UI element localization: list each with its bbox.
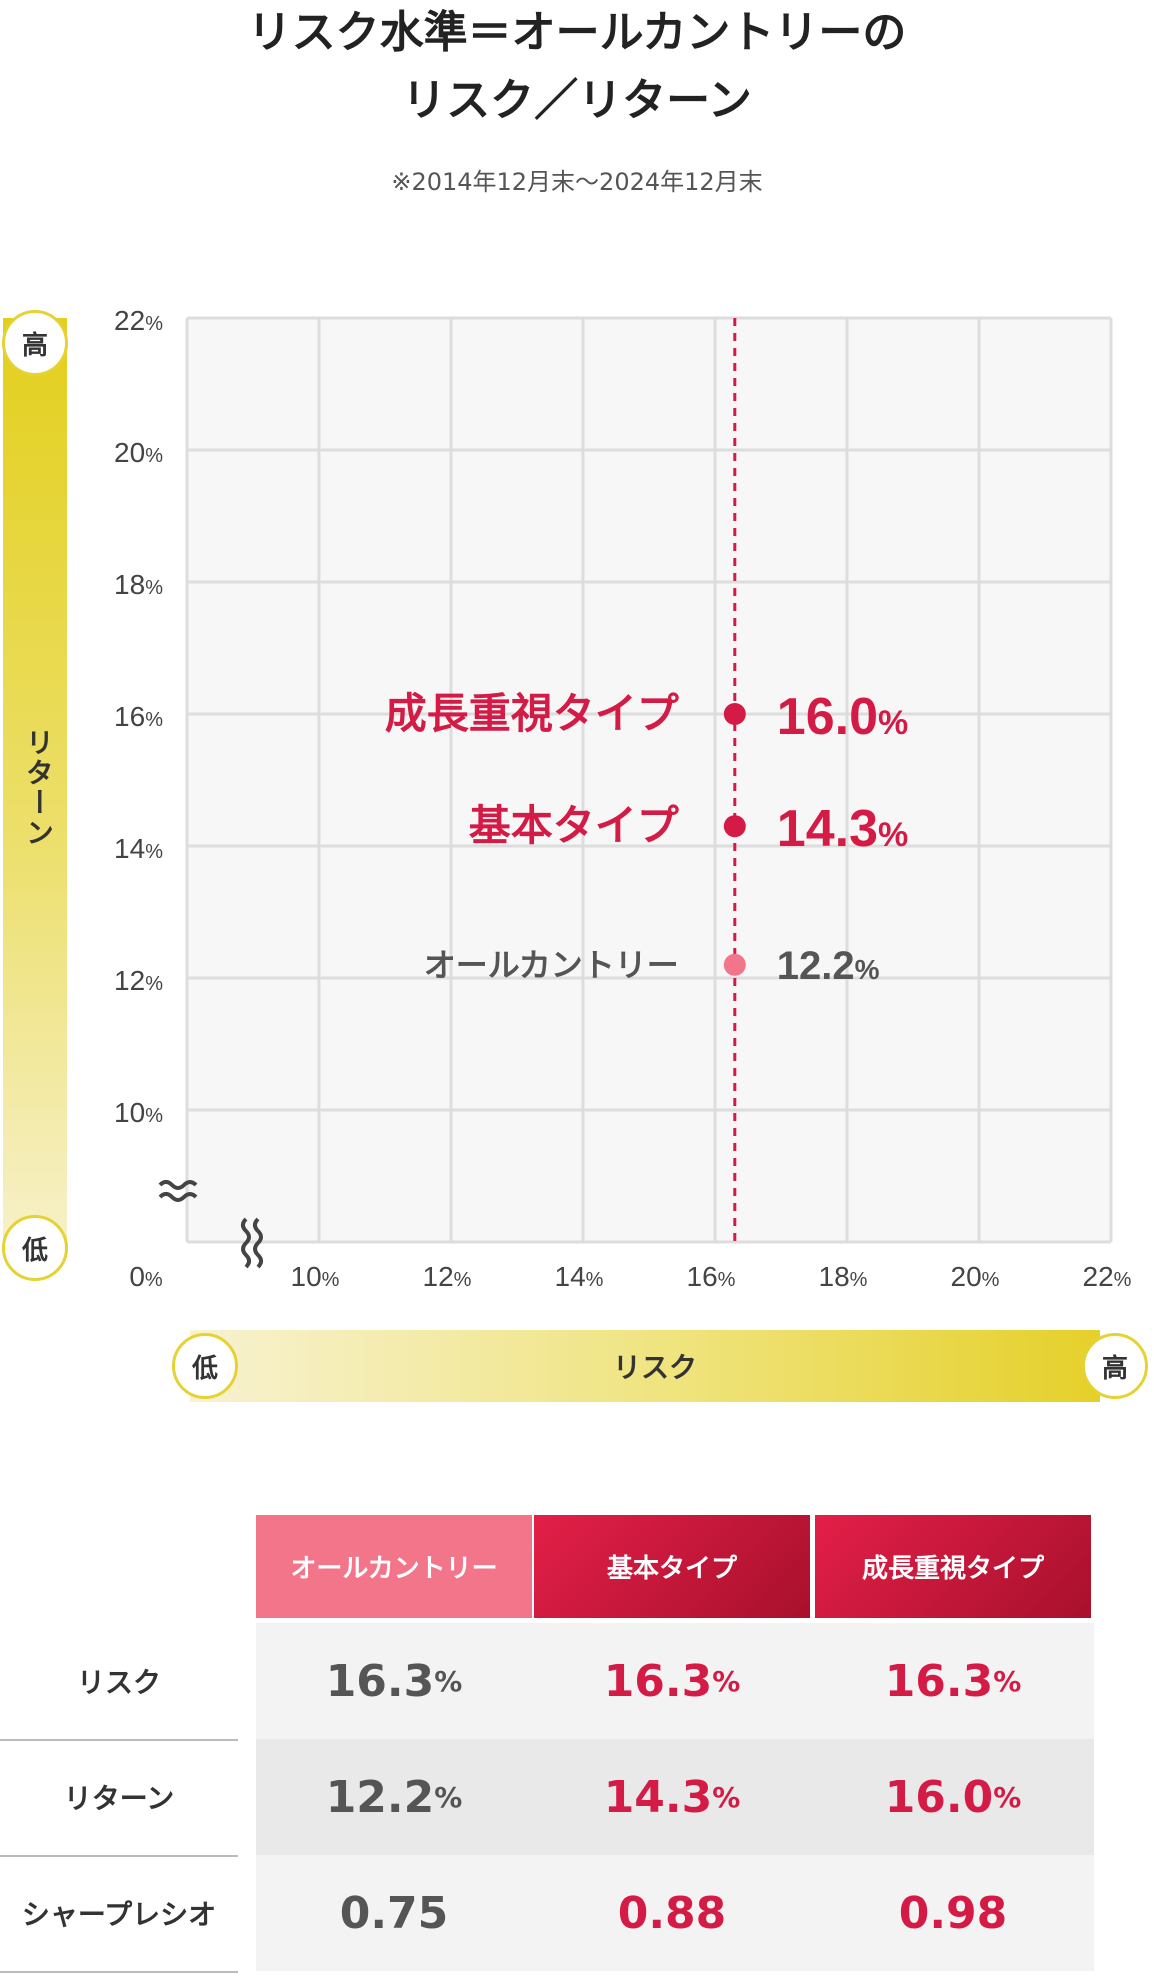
table-row-return: リターン 12.2% 14.3% 16.0% (0, 1739, 1154, 1857)
plot-area (187, 318, 1111, 1242)
y-tick-label: 18% (114, 569, 163, 600)
y-tick-label: 16% (114, 701, 163, 732)
x-tick-label: 12% (423, 1261, 472, 1292)
y-axis-break-mark (158, 1192, 198, 1202)
x-tick-label: 14% (555, 1261, 604, 1292)
x-axis-break-mark (241, 1217, 251, 1269)
table-row-risk: リスク 16.3% 16.3% 16.3% (0, 1623, 1154, 1741)
column-header-basic-type: 基本タイプ (534, 1515, 810, 1618)
x-tick-label: 10% (291, 1261, 340, 1292)
return-axis-bar (3, 318, 67, 1258)
origin-label: 0% (129, 1261, 163, 1292)
risk-return-chart: 10% 12% 14% 16% 18% 20% 22% 10% 12% 14% 16% 18% 20% 2… (114, 305, 1132, 1292)
y-axis-break-mark (158, 1180, 198, 1190)
title-line-2: リスク／リターン (402, 75, 752, 126)
row-header-return: リターン (63, 1782, 175, 1815)
return-axis-label: リターン (22, 728, 55, 848)
return-high-badge: 高 (2, 310, 68, 376)
y-tick-label: 10% (114, 1097, 163, 1128)
point-value-label: 12.2% (777, 944, 880, 988)
y-tick-label: 14% (114, 833, 163, 864)
return-low-badge: 低 (2, 1215, 68, 1281)
row-header-sharpe: シャープレシオ (21, 1898, 217, 1931)
table-cell: 16.3% (884, 1655, 1022, 1707)
column-header-growth-type: 成長重視タイプ (815, 1515, 1091, 1618)
data-point (723, 815, 746, 838)
point-value-label: 14.3% (777, 800, 908, 858)
point-value-label: 16.0% (777, 688, 908, 746)
table-cell: 0.88 (617, 1887, 727, 1939)
table-cell: 16.0% (884, 1771, 1022, 1823)
table-row-sharpe: シャープレシオ 0.75 0.88 0.98 (0, 1855, 1154, 1973)
data-point (723, 953, 746, 976)
title-line-1: リスク水準＝オールカントリーの (247, 7, 907, 58)
risk-axis-label: リスク (612, 1351, 697, 1384)
table-cell: 12.2% (325, 1771, 463, 1823)
risk-low-badge: 低 (172, 1333, 238, 1399)
table-cell: 0.75 (339, 1887, 449, 1939)
point-name-label: 基本タイプ (469, 801, 679, 850)
x-tick-label: 18% (819, 1261, 868, 1292)
table-cell: 0.98 (898, 1887, 1008, 1939)
y-tick-label: 22% (114, 305, 163, 336)
y-tick-label: 20% (114, 437, 163, 468)
period-note: ※2014年12月末〜2024年12月末 (391, 168, 763, 196)
x-tick-label: 16% (687, 1261, 736, 1292)
table-cell: 16.3% (603, 1655, 741, 1707)
column-header-all-country: オールカントリー (256, 1515, 532, 1618)
point-name-label: 成長重視タイプ (385, 689, 679, 738)
risk-axis-bar (190, 1330, 1100, 1402)
x-tick-label: 22% (1083, 1261, 1132, 1292)
row-divider (0, 1971, 238, 1973)
point-name-label: オールカントリー (424, 946, 679, 984)
x-tick-label: 20% (951, 1261, 1000, 1292)
table-cell: 14.3% (603, 1771, 741, 1823)
row-header-risk: リスク (76, 1666, 161, 1699)
table-cell: 16.3% (325, 1655, 463, 1707)
risk-high-badge: 高 (1082, 1333, 1148, 1399)
x-axis-break-mark (253, 1217, 263, 1269)
data-point (723, 703, 746, 725)
y-tick-label: 12% (114, 965, 163, 996)
